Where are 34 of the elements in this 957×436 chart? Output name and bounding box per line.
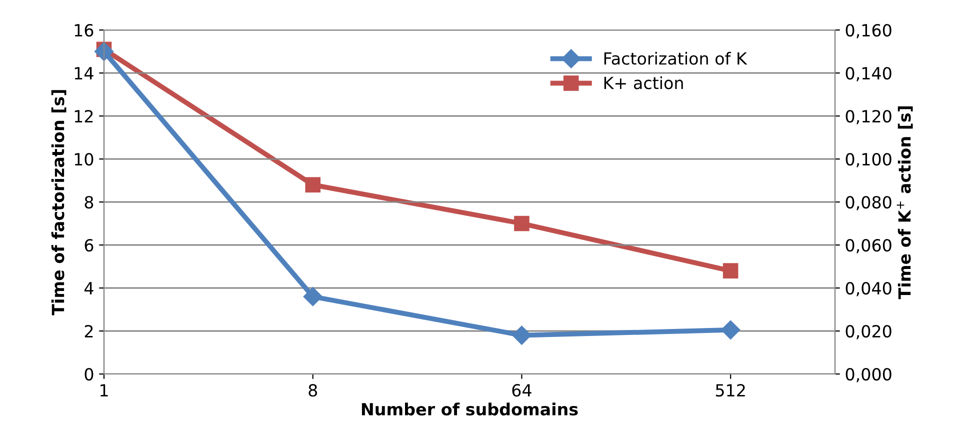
y2-tick-label: 0,080 [846, 196, 892, 210]
x-tick-label: 1 [100, 384, 108, 396]
point [512, 326, 532, 345]
point [721, 320, 740, 340]
y2-tick-label: 0,100 [846, 152, 892, 168]
y2-tick-label: 0,140 [846, 66, 892, 82]
y-tick-label: 2 [84, 324, 93, 338]
y-tick-label: 14 [74, 67, 94, 80]
x-tick-label: 8 [308, 384, 318, 397]
y2-tick-label: 0,160 [846, 24, 892, 38]
y-tick-label: 10 [74, 152, 94, 166]
y-tick-label: 4 [84, 282, 94, 294]
y-tick-label: 6 [84, 238, 94, 252]
x-axis-title: Number of subdomains [362, 402, 578, 416]
x-tick-label: 512 [716, 384, 745, 397]
x-tick-label: 64 [512, 384, 532, 397]
point [305, 177, 320, 192]
y2-tick-label: 0,060 [846, 238, 892, 254]
point [94, 42, 114, 62]
y2-tick-label: 0,120 [846, 110, 892, 124]
y-tick-label: 16 [74, 24, 94, 37]
y2-tick-label: 0,020 [846, 324, 892, 340]
y-tick-label: 8 [84, 196, 94, 209]
y-tick-label: 0 [84, 368, 94, 381]
y-axis-title: Time of factorization [s] [51, 90, 66, 316]
y-tick-label: 12 [74, 110, 93, 122]
point [303, 287, 322, 306]
point [722, 263, 738, 278]
point [514, 216, 530, 232]
y2-tick-label: 0,000 [846, 368, 892, 382]
y2-tick-label: 0,040 [846, 282, 892, 296]
legend-label: Factorization of K [604, 52, 748, 65]
legend-label: K+ action [604, 76, 683, 90]
y2-axis-title: Time of K$^{+}$ action [s] [896, 106, 913, 300]
